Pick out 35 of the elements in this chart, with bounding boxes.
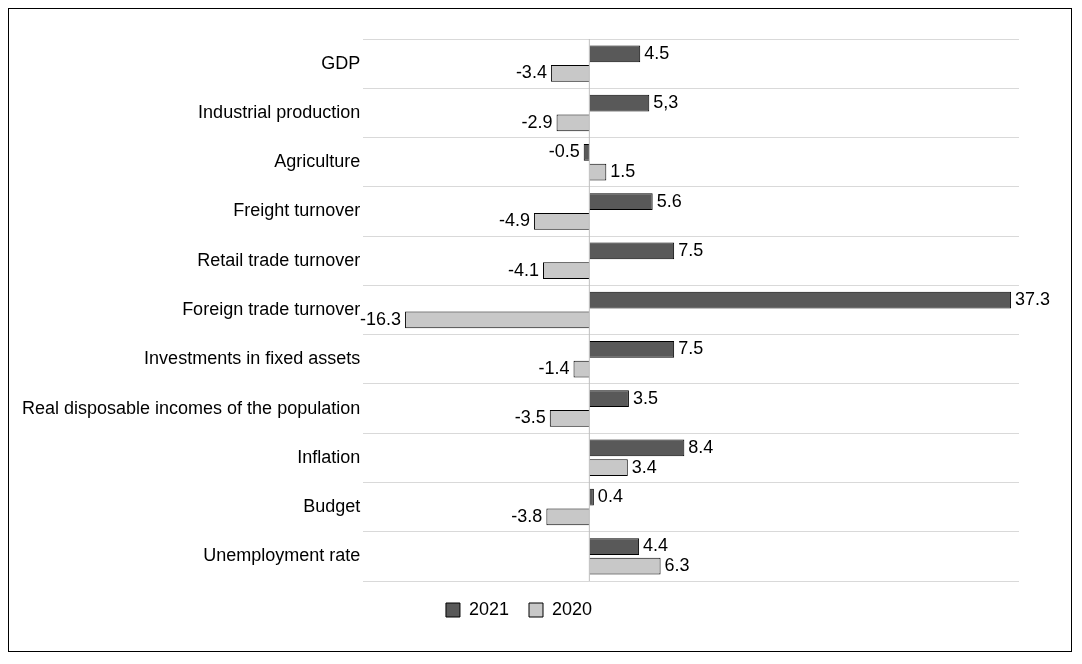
y-tick-label: Unemployment rate bbox=[203, 545, 361, 566]
legend-label: 2021 bbox=[468, 598, 509, 619]
data-label: -0.5 bbox=[548, 141, 580, 162]
y-tick-label: Industrial production bbox=[198, 101, 361, 122]
y-tick-label: Investments in fixed assets bbox=[144, 348, 361, 369]
data-label: 4.4 bbox=[643, 535, 669, 556]
data-label: -16.3 bbox=[360, 308, 402, 329]
data-label: 3.5 bbox=[632, 387, 658, 408]
data-label: 3.4 bbox=[631, 456, 657, 477]
data-label: -3.5 bbox=[514, 407, 546, 428]
data-label: 0.4 bbox=[597, 486, 623, 507]
data-label: -1.4 bbox=[538, 358, 570, 379]
data-label: -4.9 bbox=[498, 210, 530, 231]
data-label: 6.3 bbox=[664, 555, 690, 576]
y-tick-label: Retail trade turnover bbox=[197, 249, 361, 270]
data-label: 1.5 bbox=[610, 161, 636, 182]
y-tick-label: Inflation bbox=[297, 446, 361, 467]
y-tick-label: Foreign trade turnover bbox=[182, 298, 361, 319]
legend-label: 2020 bbox=[552, 598, 593, 619]
y-tick-label: Real disposable incomes of the population bbox=[21, 397, 361, 418]
y-tick-label: Freight turnover bbox=[233, 200, 361, 221]
data-label: -3.4 bbox=[515, 62, 547, 83]
data-label: 7.5 bbox=[678, 239, 704, 260]
data-label: 4.5 bbox=[644, 42, 670, 63]
data-label: 5.6 bbox=[656, 190, 682, 211]
y-tick-label: GDP bbox=[321, 52, 361, 73]
y-tick-label: Budget bbox=[303, 496, 361, 517]
y-tick-label: Agriculture bbox=[274, 151, 361, 172]
data-label: -2.9 bbox=[521, 111, 553, 132]
data-label: 8.4 bbox=[688, 436, 714, 457]
data-label: 37.3 bbox=[1015, 289, 1051, 310]
data-label: 5,3 bbox=[653, 92, 679, 113]
data-label: -3.8 bbox=[511, 505, 543, 526]
data-label: 7.5 bbox=[678, 338, 704, 359]
data-label: -4.1 bbox=[507, 259, 539, 280]
